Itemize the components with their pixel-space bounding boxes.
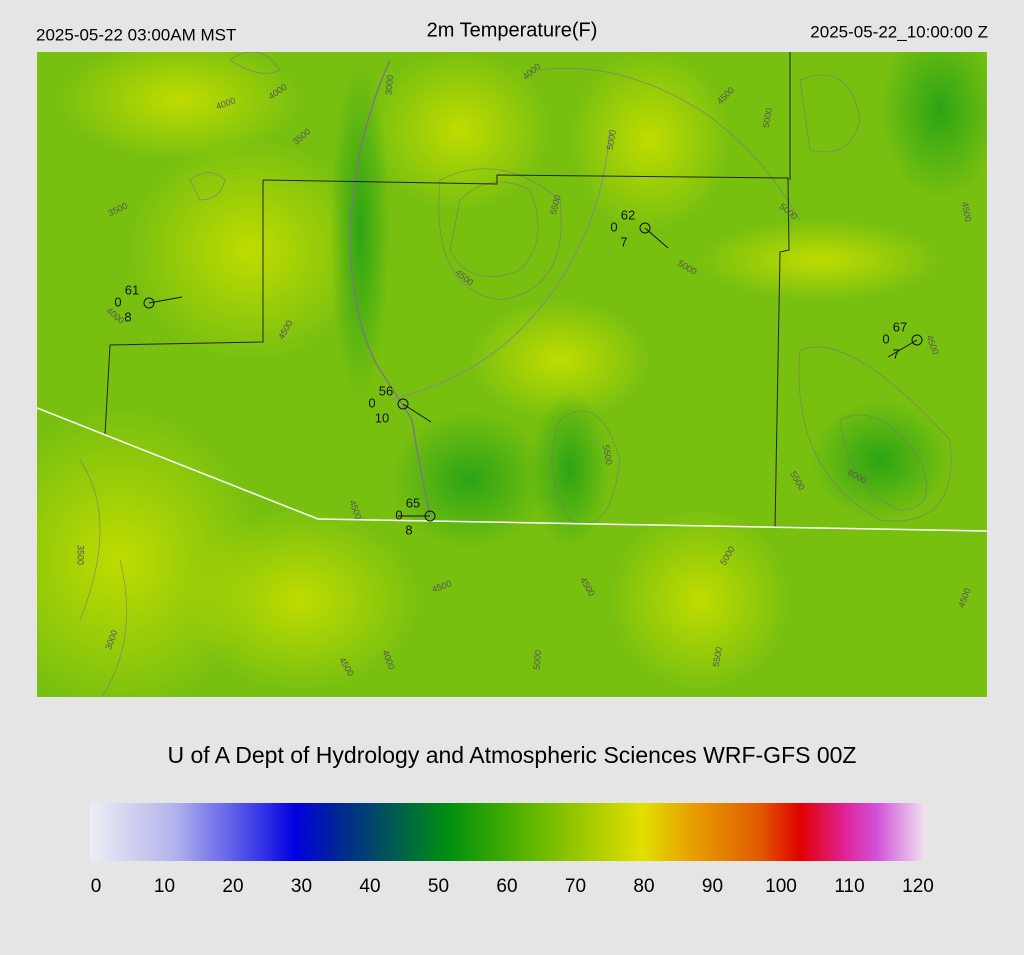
contour-label: 5000 bbox=[532, 650, 544, 671]
station-temperature: 61 bbox=[125, 282, 139, 297]
colorbar-tick-label: 50 bbox=[428, 876, 449, 897]
station-left: 0 bbox=[114, 294, 121, 309]
station-left: 0 bbox=[610, 219, 617, 234]
colorbar-tick-label: 100 bbox=[765, 876, 797, 897]
colorbar-tick-label: 10 bbox=[154, 876, 175, 897]
station-bottom: 7 bbox=[892, 346, 899, 361]
colorbar-ticks: 0 10 20 30 40 50 60 70 80 90 100 110 120 bbox=[91, 876, 934, 897]
colorbar-tick-label: 70 bbox=[565, 876, 586, 897]
contour-label: 4500 bbox=[960, 201, 973, 222]
station-temperature: 56 bbox=[379, 383, 393, 398]
station-temperature: 67 bbox=[893, 319, 907, 334]
contour-label: 3500 bbox=[76, 545, 86, 565]
station-circle bbox=[397, 398, 409, 410]
contour-label: 5000 bbox=[605, 129, 618, 150]
station-bottom: 8 bbox=[124, 309, 131, 324]
contour-label: 5500 bbox=[711, 646, 724, 667]
station-circle bbox=[639, 222, 651, 234]
contour-label: 5500 bbox=[601, 444, 614, 465]
footer-title: U of A Dept of Hydrology and Atmospheric… bbox=[167, 742, 856, 768]
colorbar-tick-label: 80 bbox=[633, 876, 654, 897]
colorbar-tick-label: 110 bbox=[834, 876, 864, 897]
station-left: 0 bbox=[395, 507, 402, 522]
colorbar-tick-label: 90 bbox=[702, 876, 723, 897]
map-title: 2m Temperature(F) bbox=[427, 19, 598, 41]
colorbar-tick-label: 30 bbox=[291, 876, 312, 897]
station-bottom: 8 bbox=[405, 522, 412, 537]
contour-label: 5000 bbox=[761, 107, 774, 128]
colorbar-tick-label: 120 bbox=[902, 876, 934, 897]
contour-label: 3000 bbox=[384, 75, 396, 96]
header: 2025-05-22 03:00AM MST 2m Temperature(F)… bbox=[36, 19, 988, 44]
station-left: 0 bbox=[882, 331, 889, 346]
wind-barb bbox=[887, 339, 918, 358]
wind-barb bbox=[402, 403, 432, 423]
utc-time: 2025-05-22_10:00:00 Z bbox=[810, 22, 988, 41]
colorbar-tick-label: 60 bbox=[496, 876, 517, 897]
station-temperature: 65 bbox=[406, 495, 420, 510]
station-left: 0 bbox=[368, 395, 375, 410]
station-bottom: 10 bbox=[375, 410, 389, 425]
station-circle bbox=[424, 510, 436, 522]
station-circle bbox=[911, 334, 923, 346]
colorbar-tick-label: 20 bbox=[222, 876, 243, 897]
colorbar bbox=[90, 803, 926, 861]
station-bottom: 7 bbox=[620, 234, 627, 249]
colorbar-tick-label: 40 bbox=[359, 876, 380, 897]
local-time: 2025-05-22 03:00AM MST bbox=[36, 25, 236, 44]
colorbar-tick-label: 0 bbox=[91, 876, 102, 897]
station-circle bbox=[143, 297, 155, 309]
wind-barb bbox=[148, 296, 183, 304]
station-temperature: 62 bbox=[621, 207, 635, 222]
